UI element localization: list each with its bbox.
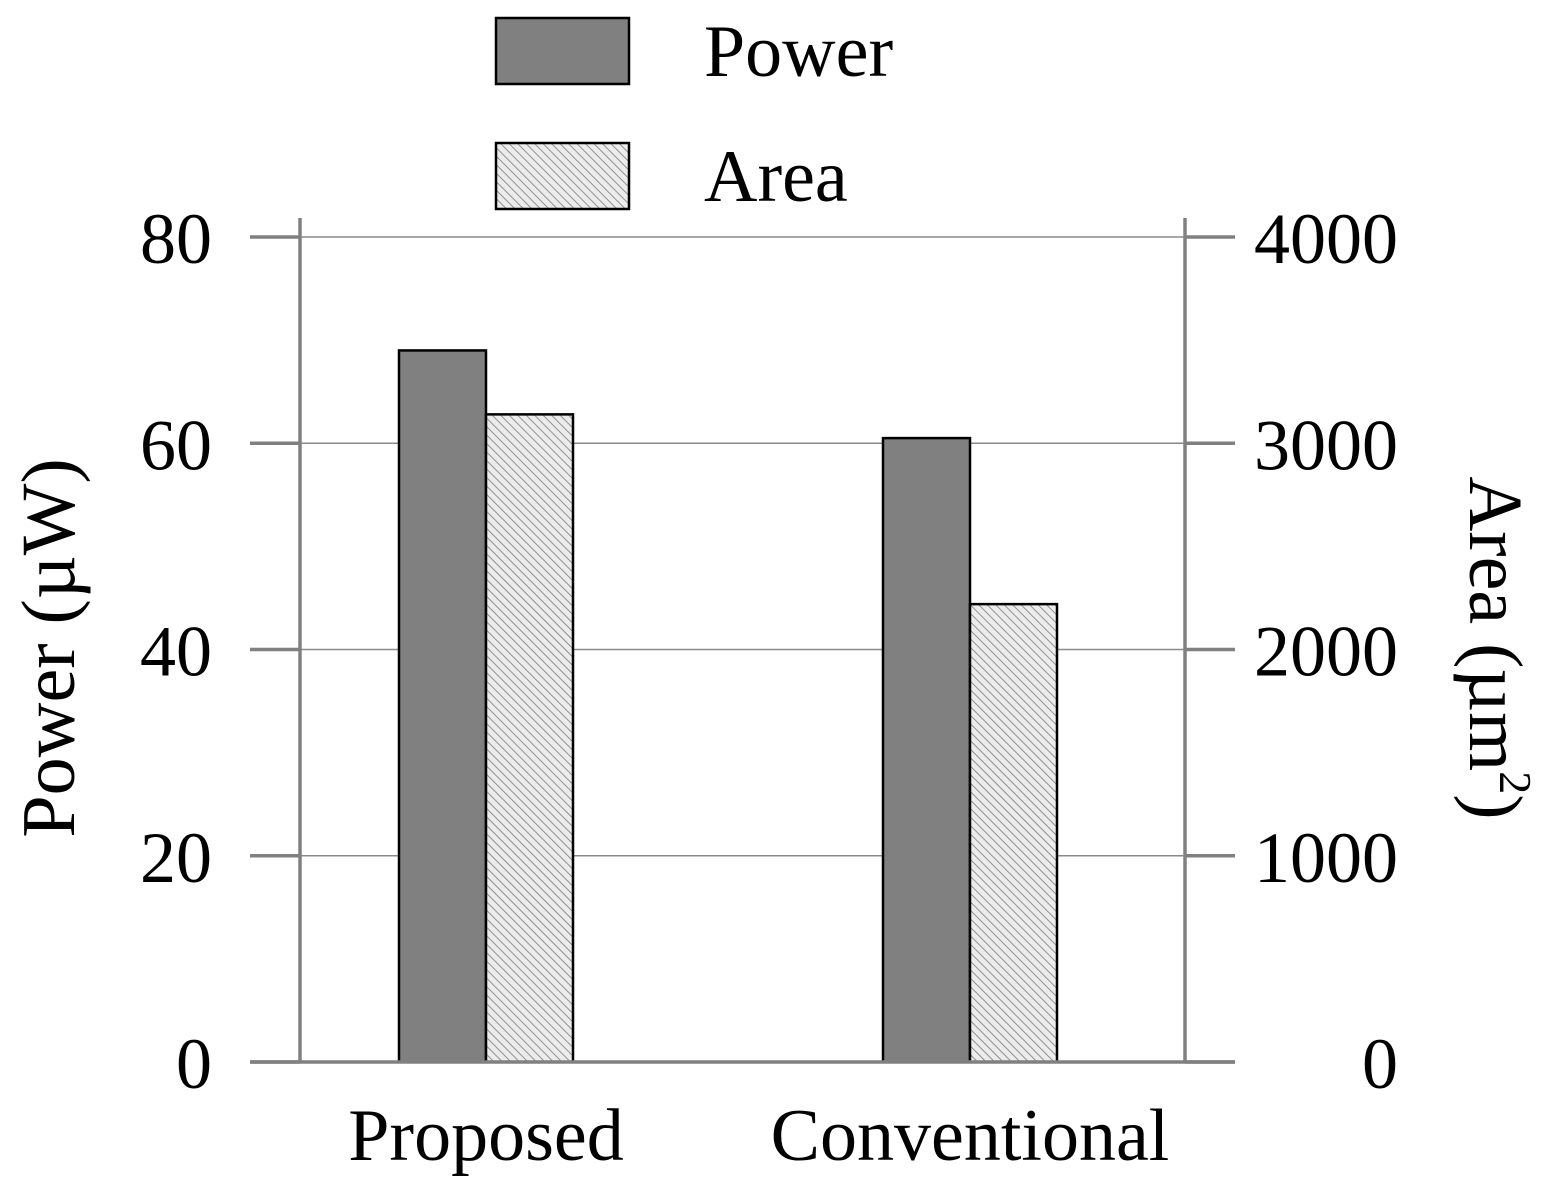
left-tick-label: 60 [140,405,212,485]
right-tick-label: 2000 [1254,612,1398,692]
category-labels: Proposed Conventional [348,1095,1169,1177]
left-tick-label: 80 [140,199,212,279]
right-axis-label-main: Area (µm [1453,476,1537,771]
bar-power-proposed [397,349,488,1064]
right-axis-label-superscript: 2 [1490,771,1541,794]
left-tick-label: 20 [140,818,212,898]
right-tick-labels: 0 1000 2000 3000 4000 [1254,199,1398,1104]
right-axis-label-end: ) [1453,794,1537,819]
right-tick-label: 4000 [1254,199,1398,279]
left-tick-labels: 0 20 40 60 80 [140,199,212,1104]
category-label: Conventional [771,1095,1170,1177]
category-label: Proposed [348,1095,623,1177]
legend-swatch-area [494,141,631,211]
right-tick-label: 3000 [1254,405,1398,485]
bar-area-conventional [968,602,1059,1064]
bars [250,349,1235,1064]
legend-swatch-power [494,16,631,86]
bar-power-conventional [881,436,972,1064]
bar-area-proposed [484,413,575,1064]
legend: Power Area [494,11,893,218]
legend-label-power: Power [704,11,893,93]
right-tick-label: 0 [1362,1024,1398,1104]
left-axis-label: Power (µW) [7,458,91,837]
left-tick-label: 40 [140,612,212,692]
right-tick-label: 1000 [1254,818,1398,898]
right-axis-label: Area (µm2) [1453,476,1541,819]
legend-label-area: Area [704,136,848,218]
left-tick-label: 0 [176,1024,212,1104]
